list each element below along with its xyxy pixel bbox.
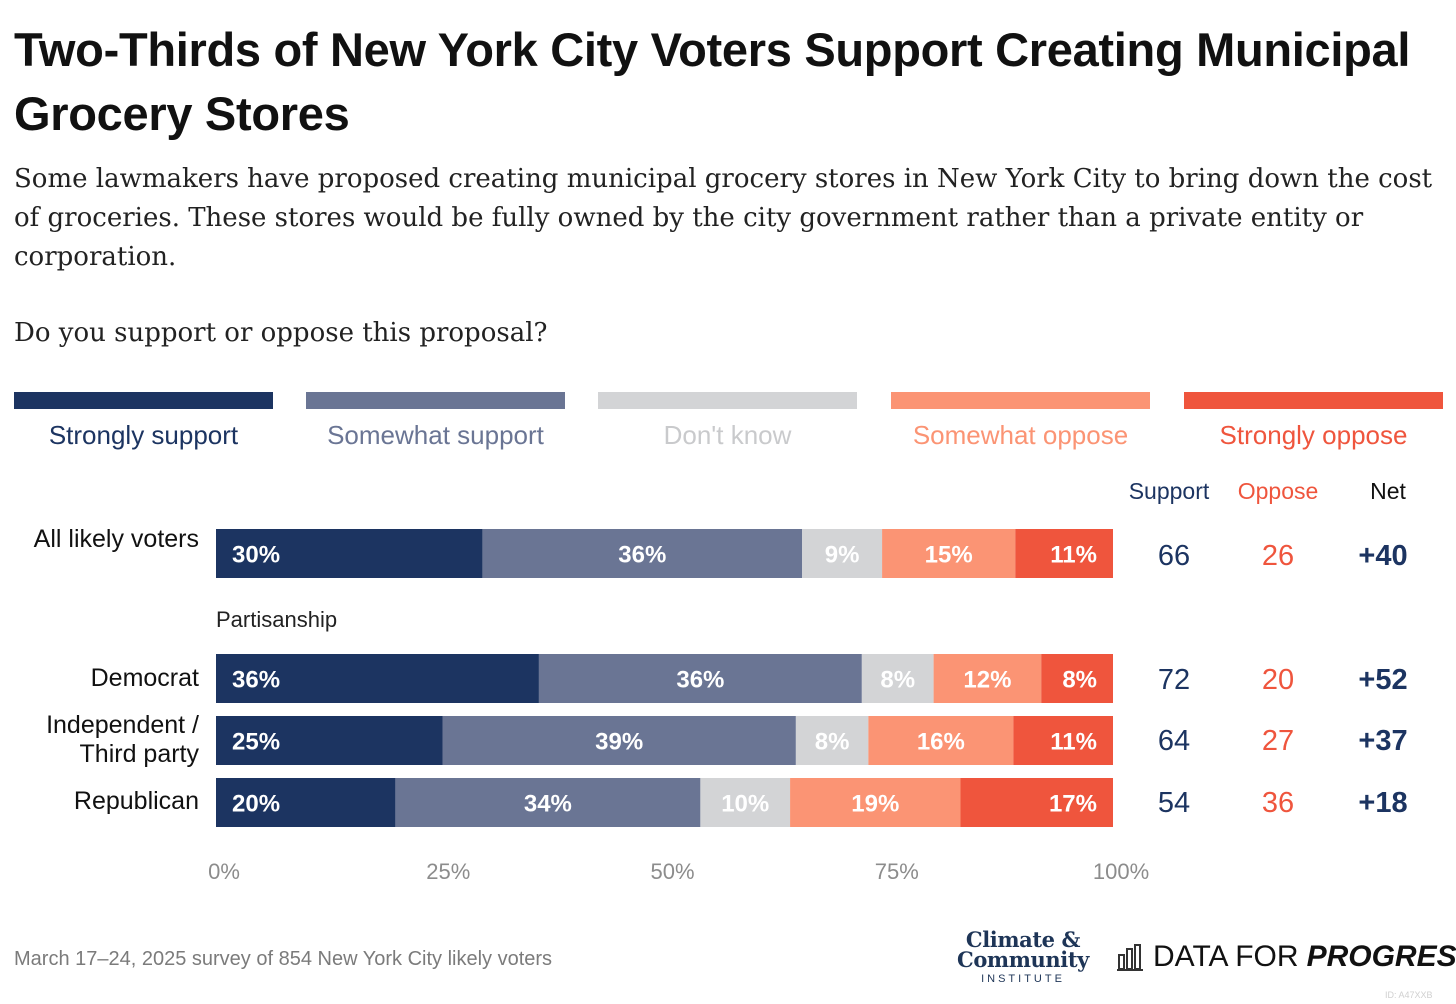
bar-segment-strongly-oppose	[1013, 716, 1113, 765]
chart-title: Two-Thirds of New York City Voters Suppo…	[14, 23, 1411, 140]
group-label-partisanship: Partisanship	[216, 607, 338, 632]
bar-value-label: 19%	[851, 791, 899, 818]
watermark-id: ID: A47XXB	[1385, 990, 1433, 1000]
column-header-net: Net	[1370, 478, 1406, 504]
bar-segment-somewhat-support	[482, 529, 803, 578]
bar-segment-somewhat-support	[442, 716, 796, 765]
logo-text: PROGRESS	[1306, 940, 1456, 973]
bar-segment-dont-know	[861, 654, 934, 703]
legend-item-somewhat-oppose: Somewhat oppose	[891, 392, 1150, 453]
legend-label: Somewhat oppose	[912, 420, 1129, 450]
row-label-republican: Republican	[73, 787, 199, 815]
support-value: 66	[1157, 540, 1191, 572]
net-value: +37	[1358, 725, 1408, 757]
legend-item-strongly-support: Strongly support	[14, 392, 273, 453]
bar-segment-somewhat-oppose	[868, 716, 1014, 765]
bar-value-label: 8%	[880, 667, 915, 694]
bar-value-label: 25%	[232, 729, 280, 756]
legend-label: Strongly oppose	[1219, 420, 1408, 450]
oppose-value: 20	[1261, 664, 1295, 696]
bar-segment-strongly-oppose	[1015, 529, 1113, 578]
column-header-support: Support	[1128, 478, 1210, 504]
bar-segment-somewhat-support	[395, 778, 701, 827]
legend-item-strongly-oppose: Strongly oppose	[1184, 392, 1443, 453]
bar-segment-somewhat-oppose	[790, 778, 961, 827]
legend-label: Somewhat support	[327, 420, 544, 450]
bar-segment-strongly-support	[216, 778, 396, 827]
bar-value-label: 20%	[232, 791, 280, 818]
bar-value-label: 34%	[524, 791, 572, 818]
bar-segment-dont-know	[802, 529, 883, 578]
row-label-independent: Independent / Third party	[46, 711, 199, 768]
support-value: 72	[1157, 664, 1191, 696]
bar-value-label: 10%	[721, 791, 769, 818]
legend-item-somewhat-support: Somewhat support	[306, 392, 565, 453]
x-axis-tick-label: 50%	[650, 859, 694, 884]
net-value: +18	[1358, 787, 1408, 819]
legend-label: Don't know	[663, 420, 792, 450]
survey-question: Do you support or oppose this proposal?	[14, 318, 548, 348]
bar-segment-dont-know	[795, 716, 869, 765]
net-value: +40	[1358, 540, 1408, 572]
climate-community-institute-logo: Climate & Community INSTITUTE	[952, 927, 1094, 985]
bar-segment-somewhat-oppose	[882, 529, 1016, 578]
bar-segment-somewhat-support	[538, 654, 862, 703]
x-axis-tick-label: 0%	[208, 859, 240, 884]
column-header-oppose: Oppose	[1237, 478, 1319, 504]
bar-segment-strongly-support	[216, 654, 539, 703]
logo-text: Community	[957, 947, 1089, 972]
legend-label: Strongly support	[48, 420, 239, 450]
oppose-value: 27	[1261, 725, 1295, 757]
legend-swatch	[14, 392, 273, 409]
legend-swatch	[1184, 392, 1443, 409]
bar-value-label: 12%	[963, 667, 1011, 694]
oppose-value: 26	[1261, 540, 1295, 572]
data-for-progress-logo: DATA FOR PROGRESS	[1117, 940, 1456, 974]
bar-value-label: 8%	[1062, 667, 1097, 694]
footer-note: March 17–24, 2025 survey of 854 New York…	[14, 948, 553, 970]
bar-value-label: 17%	[1049, 791, 1097, 818]
bar-value-label: 36%	[618, 542, 666, 569]
chart-subtitle: Some lawmakers have proposed creating mu…	[14, 164, 1433, 272]
row-label-all-likely-voters: All likely voters	[33, 525, 199, 553]
bar-segment-dont-know	[700, 778, 791, 827]
bar-value-label: 30%	[232, 542, 280, 569]
bar-value-label: 39%	[595, 729, 643, 756]
legend-swatch	[306, 392, 565, 409]
row-label-democrat: Democrat	[90, 664, 199, 692]
logo-text: DATA FOR	[1153, 940, 1299, 973]
bar-segment-strongly-oppose	[960, 778, 1113, 827]
legend-swatch	[891, 392, 1150, 409]
oppose-value: 36	[1261, 787, 1295, 819]
bar-value-label: 36%	[676, 667, 724, 694]
x-axis-tick-label: 75%	[875, 859, 919, 884]
support-value: 54	[1157, 787, 1191, 819]
legend-item-dont-know: Don't know	[598, 392, 857, 453]
legend-swatch	[598, 392, 857, 409]
x-axis-tick-label: 100%	[1093, 859, 1149, 884]
x-axis-tick-label: 25%	[426, 859, 470, 884]
bar-segment-strongly-support	[216, 529, 483, 578]
bar-value-label: 16%	[917, 729, 965, 756]
logo-text: Climate &	[965, 927, 1081, 952]
bar-segment-strongly-support	[216, 716, 443, 765]
logo-text: INSTITUTE	[981, 973, 1065, 985]
bar-segment-somewhat-oppose	[933, 654, 1042, 703]
bar-value-label: 15%	[925, 542, 973, 569]
bar-value-label: 11%	[1050, 542, 1097, 569]
bar-value-label: 11%	[1050, 729, 1097, 756]
bar-chart-icon	[1117, 944, 1143, 971]
bar-value-label: 36%	[232, 667, 280, 694]
bar-segment-strongly-oppose	[1041, 654, 1113, 703]
bar-value-label: 9%	[825, 542, 860, 569]
net-value: +52	[1358, 664, 1408, 696]
support-value: 64	[1157, 725, 1191, 757]
bar-value-label: 8%	[815, 729, 850, 756]
